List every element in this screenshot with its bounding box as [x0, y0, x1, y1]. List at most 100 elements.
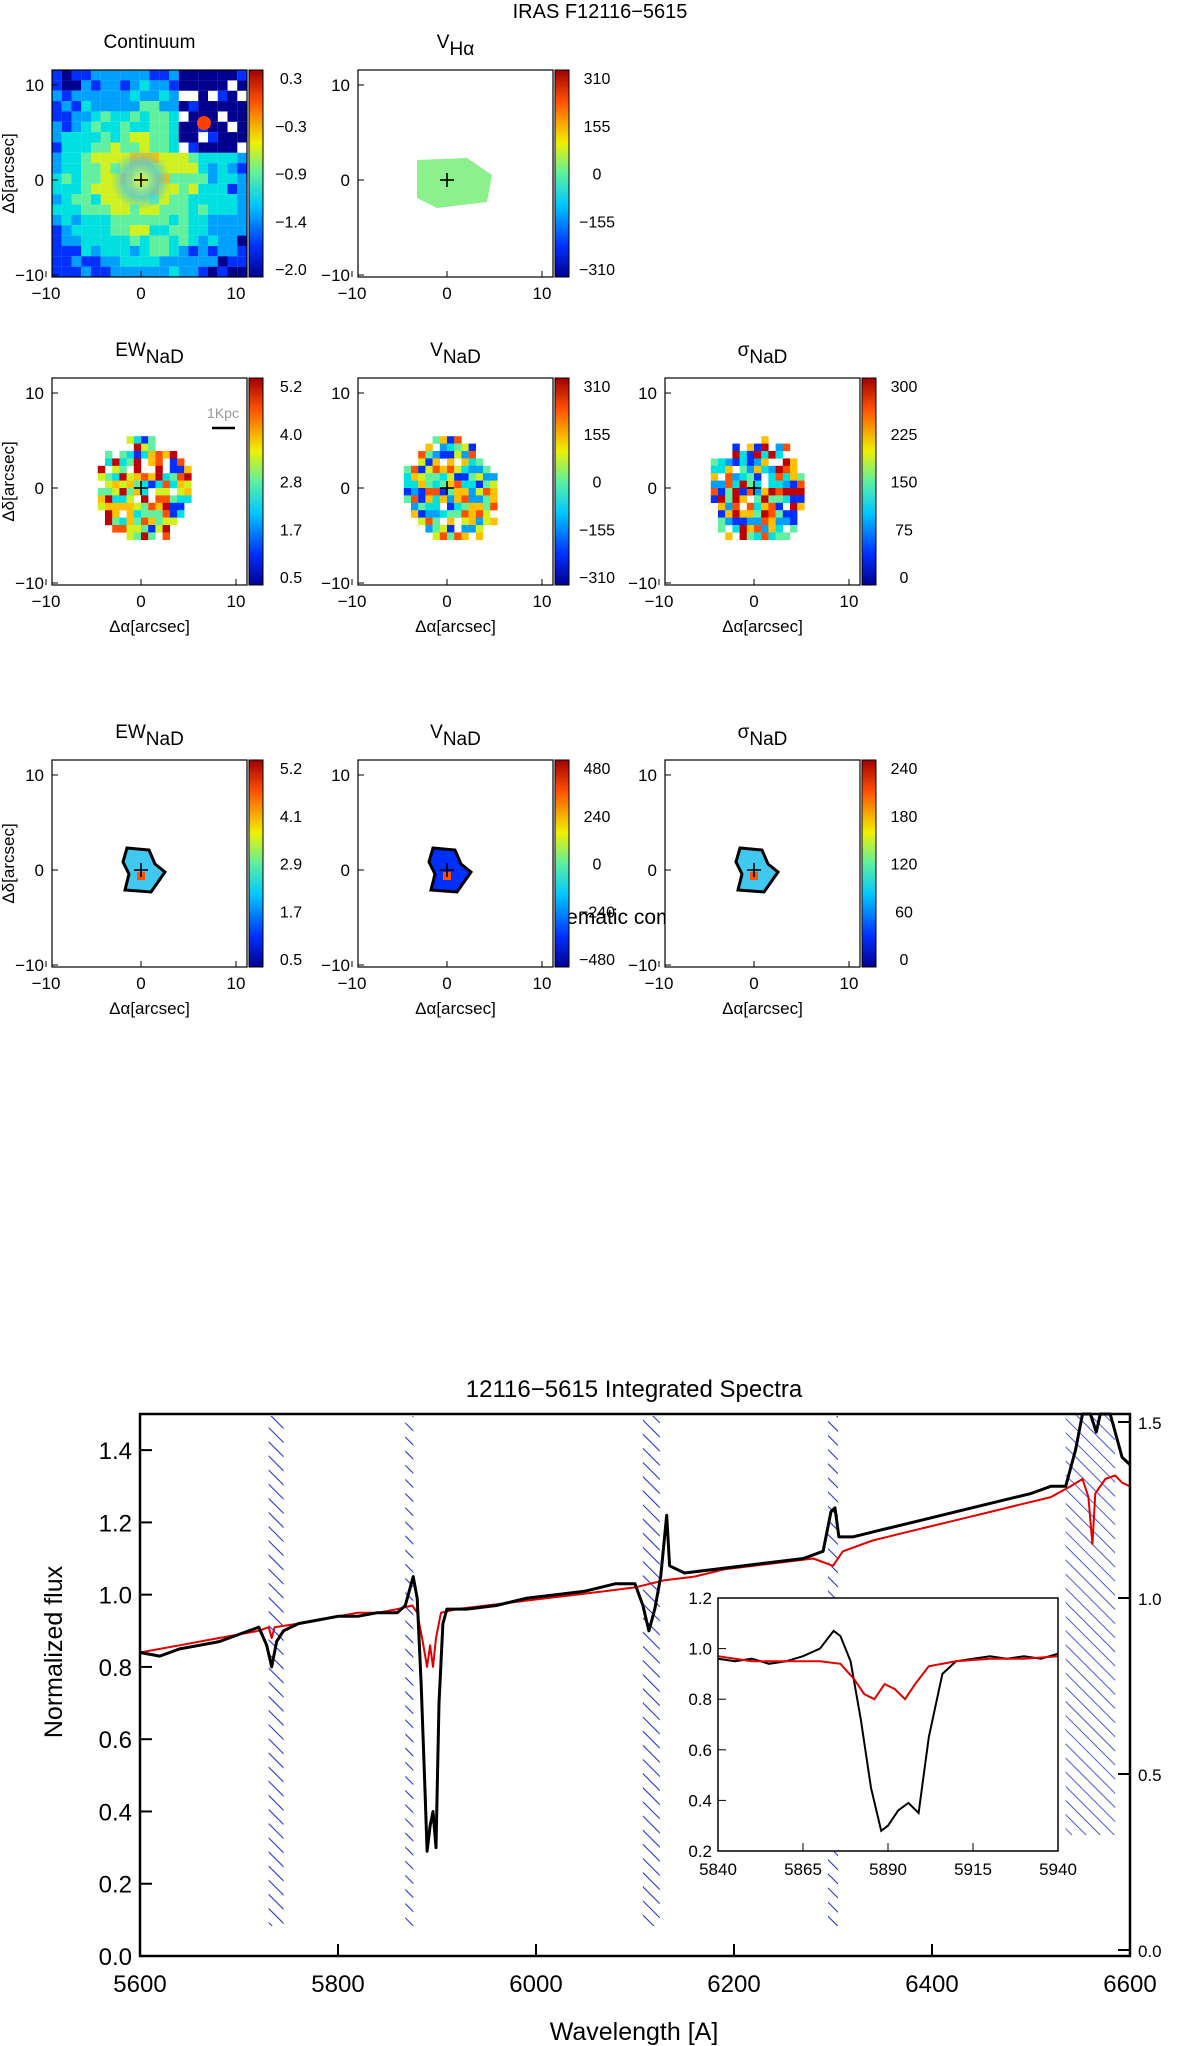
map-pixel — [411, 480, 419, 489]
map-pixel — [411, 510, 419, 518]
map-pixel — [71, 101, 82, 112]
map-pixel — [188, 214, 199, 226]
map-pixel — [432, 473, 440, 481]
map-pixel — [208, 111, 218, 122]
map-pixel — [790, 465, 798, 474]
map-pixel — [133, 473, 142, 481]
map-pixel — [126, 436, 134, 444]
map-pixel — [61, 142, 72, 153]
map-pixel — [71, 204, 82, 215]
map-pixel — [768, 532, 776, 540]
map-pixel — [454, 436, 462, 444]
map-pixel — [710, 473, 719, 481]
map-pixel — [149, 70, 160, 81]
map-pixel — [52, 163, 62, 174]
map-pixel — [61, 194, 72, 205]
map-colorbar-label: 0 — [900, 952, 909, 969]
map-pixel — [100, 80, 111, 91]
map-pixel — [754, 517, 762, 526]
map-pixel — [425, 510, 433, 518]
map-pixel — [227, 90, 238, 102]
map-pixel — [454, 488, 462, 496]
map-pixel — [468, 451, 476, 459]
spectrum-xtick-label: 5800 — [311, 1971, 364, 1998]
map-pixel — [461, 443, 469, 452]
map-pixel — [148, 517, 156, 526]
map-pixel — [100, 111, 111, 122]
map-pixel — [188, 163, 199, 174]
map-pixel — [133, 502, 142, 511]
map-pixel — [148, 473, 156, 481]
map-colorbar-label: 2.9 — [280, 857, 302, 874]
map-pixel — [91, 163, 101, 174]
map-pixel — [475, 510, 484, 518]
map-pixel — [110, 194, 121, 205]
map-pixel — [237, 194, 248, 205]
map-pixel — [71, 121, 82, 133]
map-colorbar-label: 0 — [593, 167, 602, 184]
map-pixel — [411, 502, 419, 511]
map-title-sub: NaD — [749, 729, 787, 750]
map-pixel — [797, 502, 805, 511]
map-pixel — [739, 473, 747, 481]
map-pixel — [746, 502, 755, 511]
map-colorbar-label: 5.2 — [280, 761, 302, 778]
map-pixel — [454, 495, 462, 503]
map-pixel — [425, 488, 433, 496]
map-pixel — [91, 194, 101, 205]
map-pixel — [198, 90, 209, 102]
map-pixel — [188, 101, 199, 112]
map-pixel — [91, 214, 101, 226]
map-pixel — [155, 480, 163, 489]
map-pixel — [754, 480, 762, 489]
map-pixel — [126, 525, 134, 533]
map-xlabel: Δα[arcsec] — [109, 617, 190, 636]
map-ylabel: Δδ[arcsec] — [0, 823, 18, 903]
map-pixel — [732, 502, 740, 511]
map-pixel — [483, 488, 491, 496]
map-pixel — [61, 225, 72, 236]
map-pixel — [237, 245, 248, 257]
map-pixel — [797, 495, 805, 503]
map-pixel — [105, 495, 113, 503]
map-pixel — [141, 443, 149, 452]
map-pixel — [91, 183, 101, 195]
map-pixel — [761, 510, 769, 518]
map-pixel — [184, 473, 192, 481]
map-pixel — [52, 194, 62, 205]
map-colorbar-label: −480 — [579, 952, 615, 969]
map-pixel — [198, 173, 209, 184]
map-pixel — [718, 488, 726, 496]
spectrum-right-tick-label: 0.0 — [1138, 1942, 1162, 1961]
map-pixel — [732, 443, 740, 452]
map-colorbar-label: 240 — [584, 809, 611, 826]
map-pixel — [178, 80, 189, 91]
map-pixel — [761, 517, 769, 526]
map-pixel — [739, 495, 747, 503]
map-pixel — [227, 266, 238, 278]
map-pixel — [425, 451, 433, 459]
map-pixel — [52, 80, 62, 91]
map-pixel — [782, 510, 791, 518]
map-pixel — [746, 517, 755, 526]
map-pixel — [100, 70, 111, 81]
map-pixel — [97, 495, 106, 503]
map-pixel — [418, 480, 426, 489]
map-pixel — [100, 132, 111, 143]
map-pixel — [52, 70, 62, 81]
map-xtick-label: 0 — [136, 284, 145, 303]
map-pixel — [475, 473, 484, 481]
map-pixel — [148, 451, 156, 459]
map-pixel — [790, 502, 798, 511]
map-pixel — [208, 183, 218, 195]
map-title-main: EW — [115, 340, 146, 361]
map-pixel — [188, 194, 199, 205]
map-pixel — [81, 245, 92, 257]
map-ytick-label: 10 — [25, 384, 44, 403]
map-pixel — [425, 525, 433, 533]
map-pixel — [468, 443, 476, 452]
map-pixel — [732, 495, 740, 503]
map-pixel — [227, 163, 238, 174]
map-pixel — [490, 488, 498, 496]
map-pixel — [133, 488, 142, 496]
